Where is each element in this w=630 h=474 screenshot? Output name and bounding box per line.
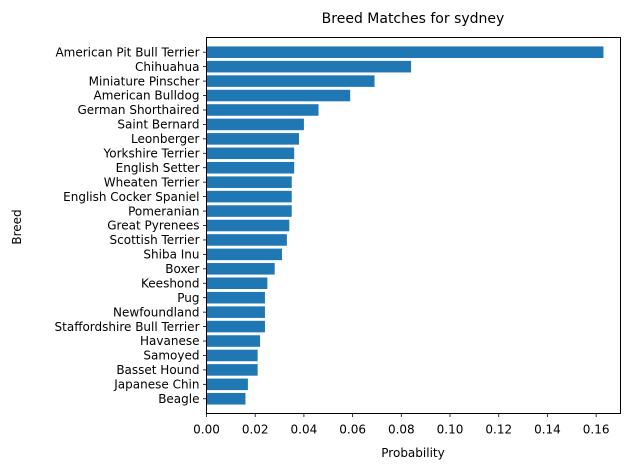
bar (206, 364, 258, 376)
bar (206, 161, 295, 174)
bar (206, 176, 292, 188)
x-tick-label: 0.16 (583, 423, 610, 437)
bar (206, 118, 304, 131)
bar (206, 147, 295, 160)
chart-title: Breed Matches for sydney (322, 11, 505, 27)
y-tick-label: American Pit Bull Terrier (55, 45, 199, 59)
y-tick-label: Miniature Pinscher (89, 74, 200, 88)
x-ticks-group: 0.00 0.02 0.04 0.06 0.08 0.10 0.12 0.14 0.16 (193, 413, 610, 437)
y-tick-label: Keeshond (141, 276, 199, 290)
bar (206, 60, 412, 73)
bar (206, 291, 265, 304)
y-tick-label: Pomeranian (128, 204, 199, 218)
bar (206, 75, 375, 87)
plot-area-frame (206, 37, 621, 414)
bar (206, 219, 290, 232)
y-tick-label: Newfoundland (113, 305, 199, 319)
y-tick-label: German Shorthaired (77, 103, 199, 117)
bar (206, 335, 261, 347)
y-tick-label: English Cocker Spaniel (63, 190, 199, 204)
x-tick-label: 0.06 (339, 423, 366, 437)
x-tick-label: 0.12 (485, 423, 512, 437)
x-tick-label: 0.00 (193, 423, 220, 437)
y-tick-label: Beagle (158, 392, 199, 406)
bars-group (206, 46, 604, 405)
y-tick-label: Scottish Terrier (110, 233, 200, 247)
y-tick-label: Samoyed (143, 349, 199, 363)
y-tick-label: Japanese Chin (113, 378, 199, 392)
bar (206, 393, 246, 405)
y-tick-label: Boxer (165, 262, 199, 276)
y-axis-label: Breed (10, 209, 24, 244)
bar (206, 306, 265, 318)
x-axis-label: Probability (381, 446, 444, 460)
x-tick-label: 0.04 (291, 423, 318, 437)
y-tick-label: Basset Hound (116, 363, 199, 377)
bar (206, 320, 265, 333)
y-tick-label: English Setter (116, 161, 200, 175)
x-tick-label: 0.14 (534, 423, 561, 437)
bar (206, 378, 248, 391)
x-tick-label: 0.02 (242, 423, 269, 437)
bar (206, 263, 275, 275)
y-tick-label: Great Pyrenees (107, 219, 199, 233)
y-tick-label: Leonberger (131, 132, 200, 146)
y-tick-label: Saint Bernard (117, 118, 199, 132)
y-tick-label: American Bulldog (93, 89, 199, 103)
bar (206, 46, 604, 58)
y-tick-label: Havanese (140, 334, 199, 348)
bar (206, 277, 268, 290)
bar (206, 205, 292, 217)
y-tick-label: Shiba Inu (143, 248, 199, 262)
y-tick-label: Pug (177, 291, 199, 305)
bar (206, 190, 292, 203)
bar (206, 104, 319, 116)
y-tick-label: Chihuahua (135, 60, 199, 74)
y-tick-label: Staffordshire Bull Terrier (55, 320, 200, 334)
bar (206, 349, 258, 362)
bar (206, 89, 351, 102)
bar (206, 234, 287, 246)
bar (206, 133, 300, 145)
y-ticks-group: American Pit Bull TerrierChihuahuaMiniat… (55, 45, 207, 406)
x-tick-label: 0.10 (437, 423, 464, 437)
x-tick-label: 0.08 (388, 423, 415, 437)
y-tick-label: Wheaten Terrier (104, 175, 200, 189)
y-tick-label: Yorkshire Terrier (103, 147, 200, 161)
bar (206, 248, 282, 261)
